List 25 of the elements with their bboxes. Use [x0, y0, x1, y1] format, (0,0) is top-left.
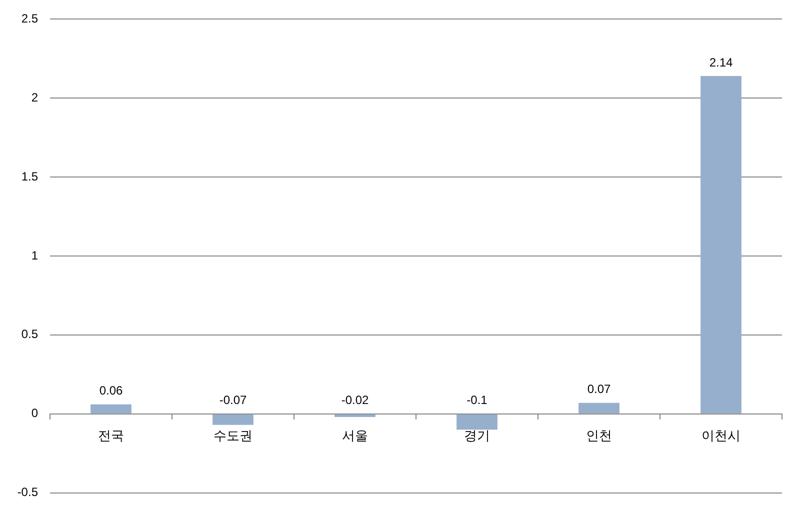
y-tick-label: 1.5 — [21, 169, 38, 184]
y-tick-label: 0 — [31, 406, 38, 420]
data-label: -0.02 — [341, 393, 369, 408]
data-label: -0.07 — [219, 393, 247, 408]
y-tick-label: 0.5 — [21, 327, 38, 342]
y-tick-label: 2 — [31, 90, 38, 104]
data-label: 2.14 — [709, 55, 733, 70]
x-tick-label: 서울 — [342, 428, 368, 444]
y-tick-label: 2.5 — [21, 12, 38, 26]
bar — [700, 76, 742, 414]
bar — [90, 404, 132, 414]
y-tick-label: -0.5 — [17, 485, 38, 500]
x-tick-label: 이천시 — [702, 428, 740, 444]
bar — [334, 414, 376, 418]
x-tick-label: 전국 — [98, 428, 124, 444]
data-label: -0.1 — [466, 393, 488, 408]
data-label: 0.06 — [99, 384, 123, 398]
x-tick-label: 인천 — [586, 428, 612, 444]
x-tick-label: 수도권 — [214, 428, 252, 444]
bar — [578, 402, 620, 414]
y-tick-label: 1 — [31, 248, 38, 262]
bar — [456, 414, 498, 430]
data-label: 0.07 — [587, 382, 611, 396]
bar — [212, 414, 254, 425]
x-tick-label: 경기 — [464, 428, 490, 444]
